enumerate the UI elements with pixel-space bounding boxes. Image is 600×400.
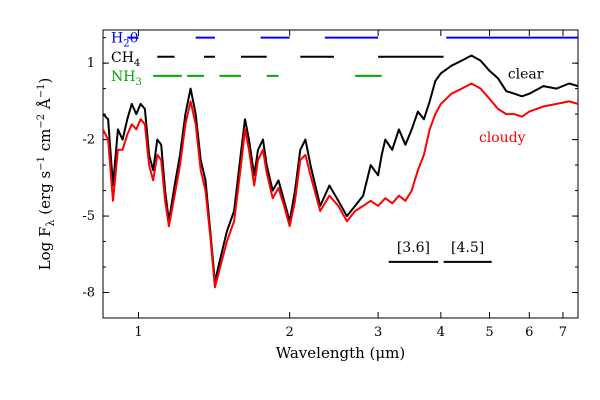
y-tick-label: -8	[82, 286, 95, 301]
x-tick-label: 2	[286, 325, 294, 340]
spectra-series	[102, 54, 579, 289]
band-label: [3.6]	[397, 240, 430, 256]
molecule-label-h2o: H20	[111, 31, 139, 50]
x-tick-label: 1	[134, 325, 142, 340]
series-line-clear	[102, 54, 579, 284]
x-axis-label: Wavelength (μm)	[276, 344, 405, 362]
band-label: [4.5]	[451, 240, 484, 256]
molecule-label-nh3: NH3	[111, 69, 142, 88]
y-axis-label: Log Fλ (erg s−1 cm−2 Å−1)	[36, 78, 57, 271]
y-tick-label: -5	[82, 209, 95, 224]
y-tick-label: 1	[87, 56, 95, 71]
x-tick-label: 3	[374, 325, 382, 340]
series-annotation-cloudy: cloudy	[479, 130, 526, 146]
molecule-label-ch4: CH4	[111, 50, 140, 69]
series-annotation-clear: clear	[508, 66, 544, 82]
plot-frame	[102, 29, 579, 319]
series-line-cloudy	[102, 82, 579, 289]
x-tick-label: 6	[525, 325, 533, 340]
photometric-bands: [3.6] [4.5]	[388, 240, 492, 263]
chart-labels: Wavelength (μm) Log Fλ (erg s−1 cm−2 Å−1…	[36, 66, 544, 362]
axis-ticks: 1 2 3 4 5 6 7 1 -2 -5 -8	[82, 30, 578, 340]
x-tick-label: 5	[485, 325, 493, 340]
x-tick-label: 4	[437, 325, 445, 340]
x-tick-label: 7	[559, 325, 567, 340]
y-tick-label: -2	[82, 133, 95, 148]
